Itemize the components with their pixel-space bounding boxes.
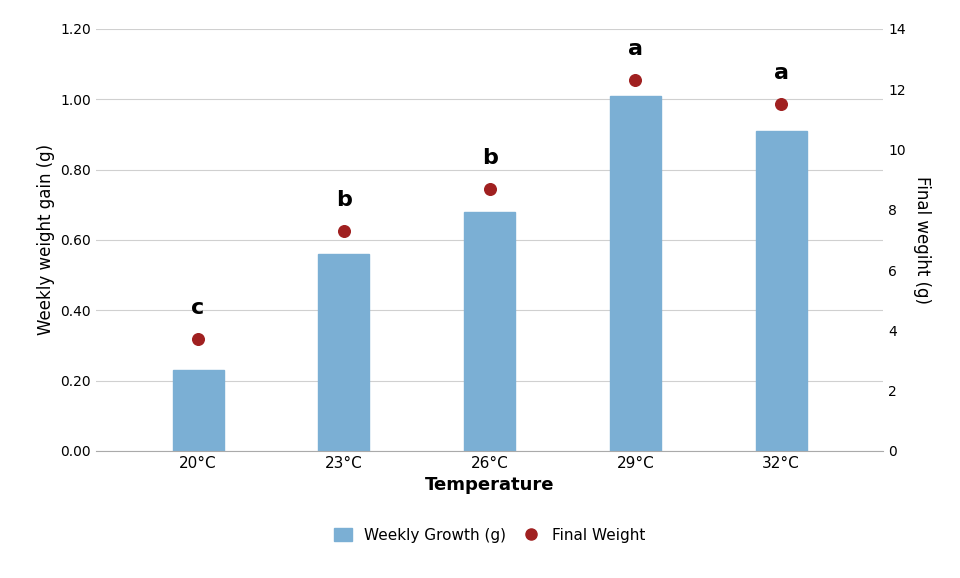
Text: b: b bbox=[336, 190, 351, 210]
Point bbox=[482, 184, 497, 193]
X-axis label: Temperature: Temperature bbox=[425, 476, 554, 494]
Point bbox=[774, 99, 789, 109]
Bar bbox=[319, 254, 370, 451]
Y-axis label: Weekly weight gain (g): Weekly weight gain (g) bbox=[36, 144, 55, 335]
Legend: Weekly Growth (g), Final Weight: Weekly Growth (g), Final Weight bbox=[327, 521, 652, 549]
Bar bbox=[464, 212, 516, 451]
Bar bbox=[610, 96, 660, 451]
Bar bbox=[173, 370, 224, 451]
Bar bbox=[756, 131, 806, 451]
Text: b: b bbox=[482, 147, 497, 168]
Point bbox=[336, 226, 351, 235]
Text: a: a bbox=[628, 39, 643, 59]
Text: c: c bbox=[191, 298, 204, 318]
Point bbox=[628, 76, 643, 85]
Point bbox=[190, 335, 205, 344]
Text: a: a bbox=[774, 63, 789, 83]
Y-axis label: Final wegiht (g): Final wegiht (g) bbox=[913, 176, 930, 304]
